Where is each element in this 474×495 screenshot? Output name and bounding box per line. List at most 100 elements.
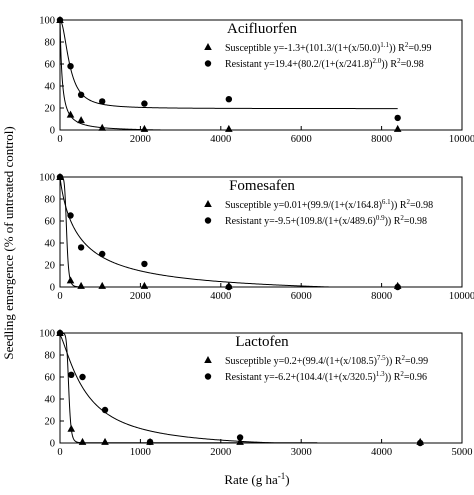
x-axis-label-end: ) [285,472,289,487]
x-tick-label: 10000 [449,291,474,302]
data-point-resistant [146,438,154,446]
legend-r2-sup: 2 [405,41,409,49]
data-point-susceptible [225,124,233,132]
legend-equation: y=0.2+(99.4/(1+(x/108.5) [274,356,377,367]
x-tick-label: 1000 [130,447,151,458]
legend-entry-susceptible: Susceptible y=0.01+(99.9/(1+(x/164.8)6.1… [225,198,433,211]
y-tick-label: 0 [50,126,55,137]
legend-r2-value: =0.96 [404,372,427,383]
legend-equation-exponent: 1.1 [380,41,389,49]
legend-equation: y=19.4+(80.2/(1+(x/241.8) [264,59,372,70]
legend-equation: y=-9.5+(109.8/(1+(x/489.6) [264,216,376,227]
x-tick-label: 2000 [130,291,151,302]
data-point-resistant [99,250,106,258]
data-point-resistant [99,98,106,105]
x-tick-label: 10000 [449,134,474,145]
data-point-resistant [77,244,85,251]
data-point-susceptible [77,281,85,289]
legend-r2-sup: 2 [397,57,401,65]
legend-r2-sup: 2 [400,370,404,378]
data-point-resistant [225,283,233,291]
legend-r2-value: =0.98 [404,216,427,227]
legend-r2-sup: 2 [407,198,411,206]
y-tick-label: 60 [45,60,56,71]
legend-entry-susceptible: Susceptible y=-1.3+(101.3/(1+(x/50.0)1.1… [225,41,431,54]
panel-title: Lactofen [235,334,289,350]
panel-title: Acifluorfen [227,21,297,37]
data-point-susceptible [66,276,75,284]
legend-equation-end: )) R [385,216,401,227]
legend-equation-exponent: 1.3 [376,370,385,378]
data-point-resistant [79,373,86,381]
x-tick-label: 4000 [371,447,392,458]
x-tick-label: 4000 [210,134,231,145]
fit-curve-resistant [59,19,398,110]
legend-marker-circle [204,60,212,67]
legend-series-name: Susceptible [225,356,274,367]
data-point-resistant [141,260,148,268]
data-point-resistant [56,173,64,181]
fit-curve-susceptible [60,176,398,288]
legend-equation-exponent: 6.1 [382,198,391,206]
data-point-susceptible [393,124,402,132]
panel-acifluorfen: 0 20 40 60 80 100 0 2000 4000 6000 8000 10000 Aciflu… [39,16,474,146]
y-tick-label: 80 [45,351,56,362]
legend-series-name: Resistant [225,372,264,383]
legend-equation-end: )) R [391,200,407,211]
x-tick-label: 0 [57,134,62,145]
y-axis-label: Seedling emergence (% of untreated contr… [1,126,16,359]
x-axis-label-main: Rate (g ha [224,472,278,487]
legend-marker-triangle [204,43,212,50]
x-tick-label: 3000 [291,447,312,458]
data-point-susceptible [98,123,107,131]
legend-r2-value: =0.98 [410,200,433,211]
x-tick-label: 0 [57,291,62,302]
legend-equation-exponent: 2.0 [372,57,381,65]
legend-marker-triangle [204,356,212,363]
data-point-resistant [56,329,64,337]
legend-equation: y=-6.2+(104.4/(1+(x/320.5) [264,372,376,383]
data-point-susceptible [140,124,149,132]
y-tick-label: 100 [39,329,55,340]
y-tick-label: 100 [39,16,55,27]
x-tick-label: 8000 [371,134,392,145]
fit-curve-susceptible [60,332,318,444]
legend-r2-value: =0.98 [401,59,424,70]
x-axis-label-sup: -1 [278,471,286,481]
legend-series-name: Resistant [225,216,264,227]
y-tick-label: 20 [45,261,56,272]
legend-equation: y=-1.3+(101.3/(1+(x/50.0) [274,43,381,54]
data-point-resistant [236,434,244,441]
legend-r2-sup: 2 [402,354,406,362]
legend-equation: y=0.01+(99.9/(1+(x/164.8) [274,200,382,211]
y-tick-label: 40 [45,82,56,93]
data-point-susceptible [140,281,149,289]
legend-series-name: Susceptible [225,43,274,54]
data-point-susceptible [66,110,75,118]
y-tick-label: 80 [45,38,56,49]
data-point-susceptible [236,437,244,445]
x-tick-label: 0 [57,447,62,458]
y-tick-label: 40 [45,239,56,250]
y-tick-label: 20 [45,417,56,428]
legend-equation-end: )) R [389,43,405,54]
fit-curve-resistant [59,334,318,444]
legend-entry-resistant: Resistant y=-6.2+(104.4/(1+(x/320.5)1.3)… [225,370,427,383]
panel-fomesafen: 0 20 40 60 80 100 0 2000 4000 6000 8000 10000 Fomesa… [39,173,474,303]
legend-entry-resistant: Resistant y=19.4+(80.2/(1+(x/241.8)2.0))… [225,57,424,70]
x-tick-label: 2000 [210,447,231,458]
x-tick-label: 2000 [130,134,151,145]
legend-r2-value: =0.99 [405,356,428,367]
legend-entry-resistant: Resistant y=-9.5+(109.8/(1+(x/489.6)0.9)… [225,214,427,227]
x-tick-label: 5000 [452,447,473,458]
legend-marker-triangle [204,200,212,207]
data-point-susceptible [77,116,85,124]
legend-r2-value: =0.99 [408,43,431,54]
legend-marker-circle [204,217,212,224]
data-point-resistant [56,16,64,24]
y-tick-label: 60 [45,217,56,228]
fit-curve-resistant [59,176,398,288]
y-tick-label: 20 [45,104,56,115]
